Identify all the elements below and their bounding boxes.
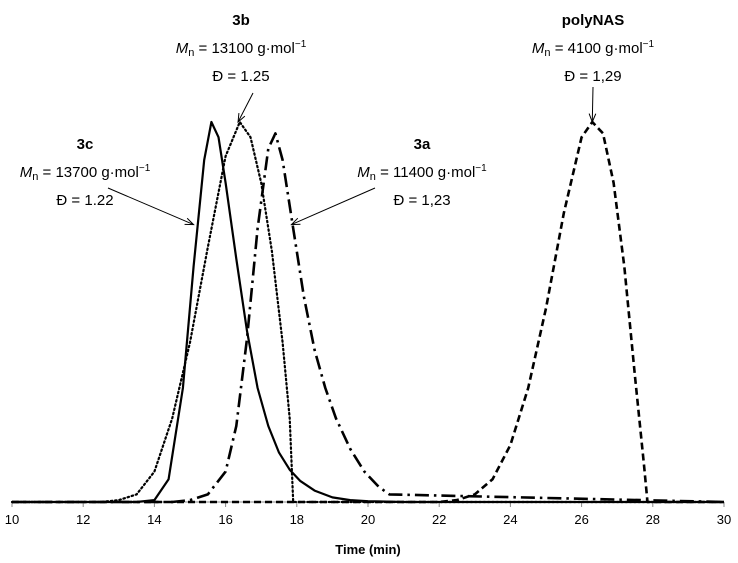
mn-superscript: −1	[642, 39, 655, 50]
x-tick-label: 22	[432, 512, 446, 527]
mn-subscript: n	[188, 47, 195, 59]
arrow-3b	[237, 92, 254, 124]
x-tick-label: 12	[76, 512, 90, 527]
mn-symbol: M	[19, 164, 33, 181]
x-tick-label: 16	[218, 512, 232, 527]
x-tick-label: 30	[717, 512, 731, 527]
annotation-3b-dispersity: Đ = 1.25	[212, 68, 270, 85]
x-tick-label: 18	[290, 512, 304, 527]
annotation-polynas-mn: = 4100 g·mol	[550, 40, 643, 57]
series-3c	[12, 120, 724, 504]
x-tick-label: 24	[503, 512, 517, 527]
mn-subscript: n	[369, 171, 376, 183]
series-group	[10, 120, 726, 504]
annotation-polynas-dispersity: Đ = 1,29	[564, 68, 622, 85]
annotation-3c-mn: = 13700 g·mol	[38, 164, 139, 181]
series-3b	[10, 120, 726, 504]
mn-subscript: n	[544, 47, 551, 59]
arrow-3c	[107, 187, 195, 226]
x-tick-label: 10	[5, 512, 19, 527]
annotation-3b: 3b Mn = 13100 g·mol−1 Đ = 1.25	[176, 12, 307, 86]
annotation-3b-name: 3b	[232, 12, 250, 29]
annotation-3c-name: 3c	[76, 136, 94, 153]
annotation-3b-mn: = 13100 g·mol	[194, 40, 295, 57]
mn-superscript: −1	[294, 39, 307, 50]
x-tick-label: 26	[574, 512, 588, 527]
annotation-arrows	[107, 86, 597, 226]
annotation-3a-dispersity: Đ = 1,23	[393, 192, 451, 209]
series-polynas	[12, 120, 724, 504]
mn-symbol: M	[531, 40, 545, 57]
annotation-3a: 3a Mn = 11400 g·mol−1 Đ = 1,23	[357, 136, 486, 210]
x-axis-title: Time (min)	[335, 542, 401, 557]
x-tick-label: 14	[147, 512, 161, 527]
annotation-polynas: polyNAS Mn = 4100 g·mol−1 Đ = 1,29	[532, 12, 654, 86]
mn-subscript: n	[32, 171, 39, 183]
mn-symbol: M	[175, 40, 189, 57]
annotation-polynas-name: polyNAS	[561, 12, 625, 29]
annotation-3a-mn: = 11400 g·mol	[375, 164, 476, 181]
annotation-3a-name: 3a	[413, 136, 431, 153]
x-tick-label: 20	[361, 512, 375, 527]
mn-superscript: −1	[475, 163, 487, 174]
arrow-3a	[290, 187, 376, 226]
x-tick-label: 28	[646, 512, 660, 527]
series-3a	[12, 132, 725, 504]
mn-symbol: M	[357, 164, 370, 181]
mn-superscript: −1	[138, 163, 151, 174]
arrow-polynas	[588, 86, 597, 124]
annotation-3c: 3c Mn = 13700 g·mol−1 Đ = 1.22	[20, 136, 151, 210]
x-axis: 10 12 14 16 18 20 22 24 26 28 30 Time (min)	[5, 501, 731, 557]
annotation-3c-dispersity: Đ = 1.22	[56, 192, 114, 209]
